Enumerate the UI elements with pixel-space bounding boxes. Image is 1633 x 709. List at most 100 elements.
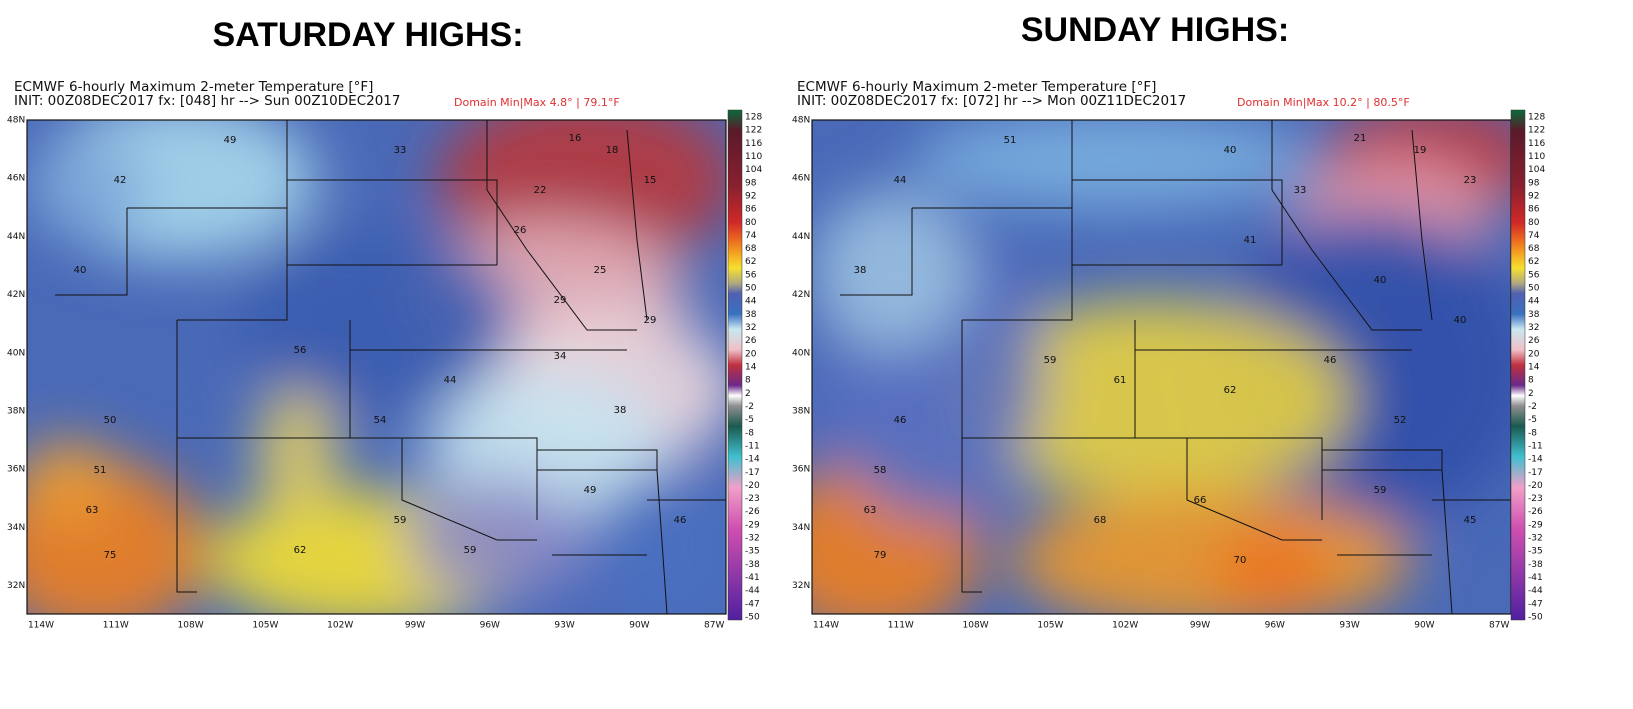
state-border [1441, 469, 1453, 614]
colorbar-label: -47 [745, 599, 760, 609]
colorbar-label: 56 [745, 270, 757, 280]
lat-label: 36N [792, 465, 810, 475]
station-value: 59 [1374, 485, 1387, 496]
domain-minmax: Domain Min|Max 10.2° | 80.5°F [1237, 96, 1410, 109]
lat-label: 42N [7, 290, 25, 300]
temperature-region [27, 440, 117, 520]
state-border [486, 120, 637, 331]
state-borders [840, 120, 1511, 614]
colorbar-label: -23 [745, 494, 760, 504]
lon-label: 90W [1414, 621, 1434, 631]
station-value: 66 [1194, 495, 1207, 506]
station-value: 49 [584, 485, 597, 496]
colorbar-label: -50 [745, 613, 760, 623]
colorbar-label: 68 [745, 244, 757, 254]
colorbar-label: -38 [745, 560, 760, 570]
station-value: 59 [394, 515, 407, 526]
lon-label: 111W [103, 621, 129, 631]
colorbar-label: 86 [1528, 205, 1540, 215]
map-frame [26, 119, 727, 615]
map: 21 19 23 33 41 40 40 46 52 62 61 59 44 38 46 58 63 79 68 66… [812, 120, 1511, 614]
station-value: 52 [1394, 415, 1407, 426]
lat-label: 42N [792, 290, 810, 300]
lon-label: 105W [252, 621, 278, 631]
colorbar-label: -41 [1528, 573, 1543, 583]
state-border [1271, 120, 1422, 331]
colorbar-label: -11 [745, 441, 760, 451]
colorbar-label: 110 [745, 152, 762, 162]
station-value: 46 [1324, 355, 1337, 366]
lat-label: 44N [792, 232, 810, 242]
station-value: 44 [894, 175, 907, 186]
station-value: 40 [74, 265, 87, 276]
colorbar-label: -17 [1528, 468, 1543, 478]
map-subtitle: INIT: 00Z08DEC2017 fx: [048] hr --> Sun … [14, 93, 400, 109]
station-value: 40 [1374, 275, 1387, 286]
lon-label: 87W [1489, 621, 1509, 631]
colorbar-label: 14 [1528, 363, 1540, 373]
temperature-region [257, 390, 337, 510]
state-border [177, 437, 538, 520]
panel: SUNDAY HIGHS: ECMWF 6-hourly Maximum 2-me… [792, 11, 1545, 631]
lon-label: 96W [480, 621, 500, 631]
colorbar-label: -35 [1528, 547, 1543, 557]
station-value: 40 [1224, 145, 1237, 156]
colorbar-label: 86 [745, 205, 757, 215]
colorbar-label: 122 [1528, 126, 1545, 136]
colorbar-label: 50 [1528, 284, 1540, 294]
colorbar-label: 116 [1528, 139, 1545, 149]
temperature-region [237, 230, 517, 410]
lon-label: 93W [1339, 621, 1359, 631]
lat-label: 40N [7, 348, 25, 358]
state-border [961, 320, 982, 593]
colorbar-label: -35 [745, 547, 760, 557]
station-value: 59 [464, 545, 477, 556]
temperature-field [812, 120, 1511, 614]
station-value: 51 [1004, 135, 1017, 146]
map-title: ECMWF 6-hourly Maximum 2-meter Temperatu… [797, 79, 1156, 95]
station-value: 62 [294, 545, 307, 556]
colorbar-label: 74 [745, 231, 757, 241]
colorbar-label: 44 [745, 297, 757, 307]
colorbar-label: -5 [745, 415, 754, 425]
map-subtitle: INIT: 00Z08DEC2017 fx: [072] hr --> Mon … [797, 93, 1186, 109]
station-value: 63 [86, 505, 99, 516]
colorbar-label: 62 [1528, 257, 1539, 267]
station-value: 75 [104, 550, 117, 561]
station-value: 44 [444, 375, 457, 386]
lon-label: 111W [888, 621, 914, 631]
domain-minmax: Domain Min|Max 4.8° | 79.1°F [454, 96, 620, 109]
state-border [656, 469, 668, 614]
colorbar-label: 2 [1528, 389, 1534, 399]
station-value: 54 [374, 415, 387, 426]
colorbar-label: 14 [745, 363, 757, 373]
colorbar-label: 74 [1528, 231, 1540, 241]
lon-label: 87W [704, 621, 724, 631]
station-value: 33 [1294, 185, 1307, 196]
lat-label: 34N [792, 523, 810, 533]
lon-label: 102W [1112, 621, 1138, 631]
station-value: 58 [874, 465, 887, 476]
colorbar-label: -26 [1528, 507, 1543, 517]
colorbar-label: 92 [745, 191, 756, 201]
state-border [176, 320, 197, 593]
lat-label: 38N [792, 407, 810, 417]
state-borders [55, 120, 726, 614]
colorbar-label: 26 [1528, 336, 1540, 346]
station-value: 19 [1414, 145, 1427, 156]
station-value: 63 [864, 505, 877, 516]
state-border [1411, 129, 1433, 321]
colorbar-label: 32 [1528, 323, 1539, 333]
lon-label: 114W [813, 621, 839, 631]
station-value: 33 [394, 145, 407, 156]
colorbar-label: 122 [745, 126, 762, 136]
colorbar-label: -29 [745, 520, 760, 530]
station-value: 25 [594, 265, 607, 276]
lat-label: 48N [7, 116, 25, 126]
station-value: 26 [514, 225, 527, 236]
colorbar-label: -11 [1528, 441, 1543, 451]
colorbar-label: -41 [745, 573, 760, 583]
lat-label: 34N [7, 523, 25, 533]
colorbar-label: -47 [1528, 599, 1543, 609]
station-value: 70 [1234, 555, 1247, 566]
